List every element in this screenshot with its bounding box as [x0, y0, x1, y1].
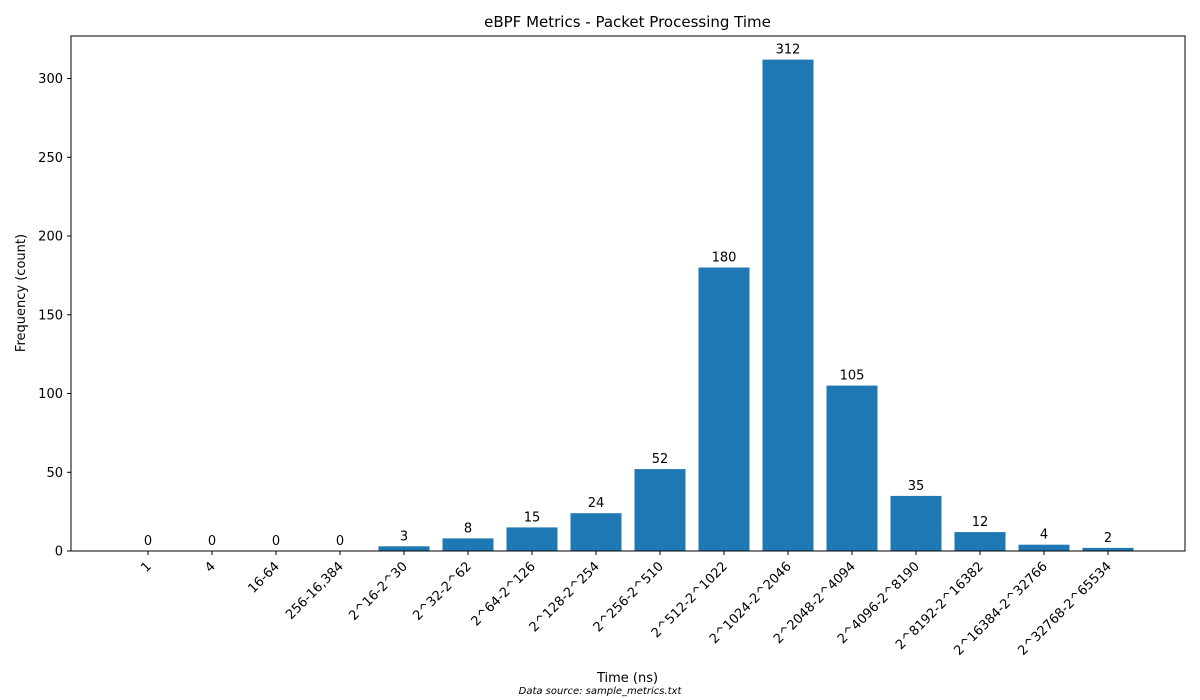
x-tick-label: 16-64: [246, 559, 283, 596]
y-tick-label: 250: [38, 151, 63, 166]
bar-value-label: 24: [588, 496, 605, 511]
y-tick-label: 50: [46, 466, 63, 481]
plot-area: 0104016-640256-16,38432^16-2^3082^32-2^6…: [38, 35, 1186, 659]
y-tick-label: 150: [38, 308, 63, 323]
bar: [570, 513, 622, 551]
x-tick-label: 2^16-2^30: [346, 559, 410, 623]
bar: [634, 469, 686, 551]
y-tick-label: 300: [38, 72, 63, 87]
bar: [762, 59, 814, 551]
bar: [442, 538, 494, 551]
bar-value-label: 0: [144, 534, 152, 549]
bar: [826, 385, 878, 551]
bar: [506, 527, 558, 551]
bar-value-label: 3: [400, 529, 408, 544]
bar-value-label: 4: [1040, 528, 1048, 543]
x-tick-label: 2^32-2^62: [410, 559, 474, 623]
bar-value-label: 0: [336, 534, 344, 549]
bar-value-label: 0: [208, 534, 216, 549]
bar-value-label: 180: [712, 251, 737, 266]
data-source-note: Data source: sample_metrics.txt: [519, 686, 683, 697]
bar-value-label: 35: [908, 479, 925, 494]
bar-value-label: 15: [524, 510, 541, 525]
y-tick-label: 0: [55, 545, 63, 560]
bar-value-label: 105: [840, 369, 865, 384]
bar: [378, 546, 430, 551]
bar-value-label: 12: [972, 515, 989, 530]
bar: [954, 532, 1006, 551]
chart-title: eBPF Metrics - Packet Processing Time: [484, 13, 771, 31]
bar: [1082, 547, 1134, 551]
x-tick-label: 1: [138, 559, 154, 575]
x-tick-label: 4: [202, 559, 218, 575]
bar-value-label: 0: [272, 534, 280, 549]
bar-value-label: 52: [652, 452, 669, 467]
bar-value-label: 312: [776, 43, 801, 58]
bar-value-label: 2: [1104, 531, 1112, 546]
y-tick-label: 200: [38, 230, 63, 245]
y-tick-label: 100: [38, 387, 63, 402]
x-tick-label: 256-16,384: [283, 559, 347, 623]
bar: [890, 495, 942, 551]
bar: [698, 267, 750, 551]
x-axis-label: Time (ns): [596, 671, 658, 686]
bar: [1018, 544, 1070, 551]
y-axis-label: Frequency (count): [14, 234, 29, 352]
plot-frame: [70, 35, 1186, 552]
bar-value-label: 8: [464, 521, 472, 536]
x-tick-label: 2^64-2^126: [469, 559, 539, 629]
